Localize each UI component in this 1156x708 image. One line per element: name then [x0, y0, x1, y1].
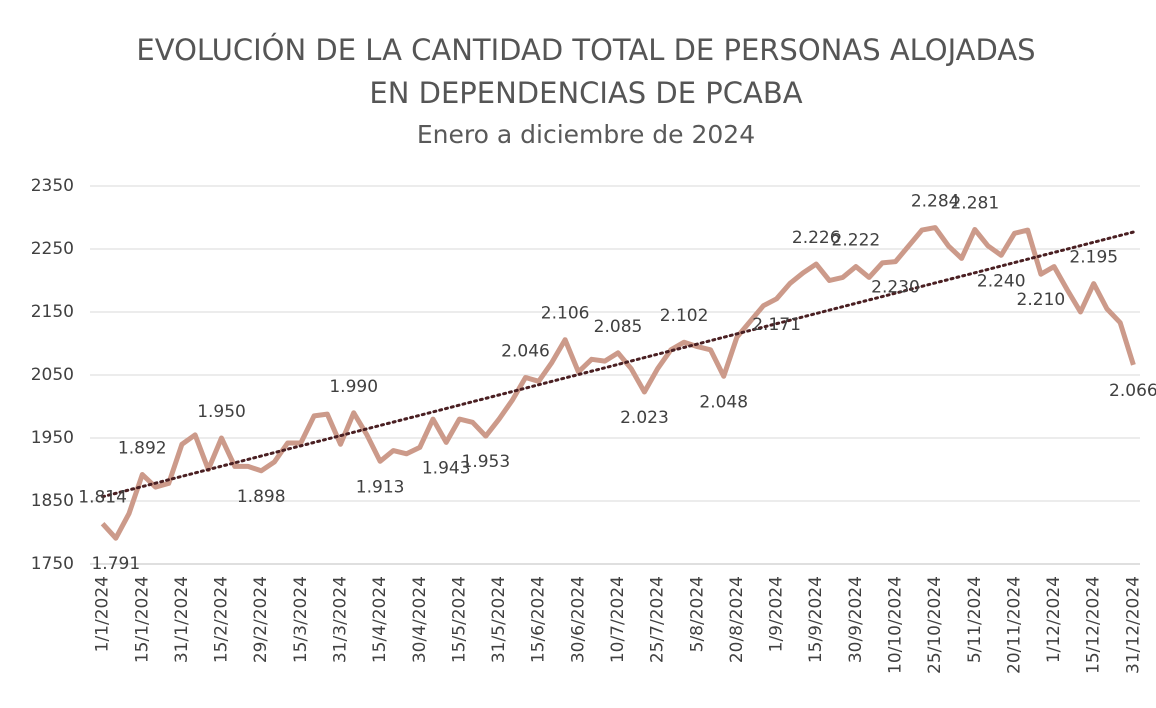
y-tick-label: 2050: [31, 365, 74, 385]
x-tick-label: 15/2/2024: [212, 576, 232, 663]
x-tick-label: 31/12/2024: [1123, 576, 1143, 674]
data-label: 2.023: [620, 408, 669, 428]
x-tick-label: 25/7/2024: [648, 576, 668, 663]
data-label: 2.226: [792, 228, 841, 248]
x-tick-label: 15/3/2024: [291, 576, 311, 663]
x-tick-label: 10/7/2024: [608, 576, 628, 663]
x-tick-label: 29/2/2024: [251, 576, 271, 663]
x-tick-label: 25/10/2024: [925, 576, 945, 674]
data-label: 1.913: [356, 477, 405, 497]
x-tick-label: 31/1/2024: [172, 576, 192, 663]
x-tick-label: 1/9/2024: [767, 576, 787, 652]
x-tick-label: 30/6/2024: [568, 576, 588, 663]
data-label: 2.222: [832, 231, 881, 251]
x-tick-label: 30/9/2024: [846, 576, 866, 663]
trendline: [101, 230, 1135, 499]
data-label: 1.791: [91, 554, 140, 574]
data-label: 2.195: [1069, 248, 1118, 268]
y-tick-label: 1750: [31, 554, 74, 574]
data-label: 2.046: [501, 342, 550, 362]
x-tick-label: 30/4/2024: [410, 576, 430, 663]
y-tick-label: 2350: [31, 176, 74, 196]
x-tick-label: 1/12/2024: [1044, 576, 1064, 663]
x-tick-label: 15/4/2024: [370, 576, 390, 663]
y-tick-label: 1950: [31, 428, 74, 448]
x-tick-label: 10/10/2024: [886, 576, 906, 674]
data-label: 2.210: [1017, 290, 1066, 310]
x-tick-label: 1/1/2024: [93, 576, 113, 652]
y-tick-label: 2150: [31, 302, 74, 322]
data-label: 2.106: [541, 304, 590, 324]
data-label: 2.085: [594, 317, 643, 337]
chart-title: EN DEPENDENCIAS DE PCABA: [369, 76, 802, 110]
data-label: 1.953: [462, 452, 511, 472]
data-label: 1.814: [78, 488, 127, 508]
x-tick-label: 5/8/2024: [687, 576, 707, 652]
x-tick-label: 15/9/2024: [806, 576, 826, 663]
x-tick-label: 20/8/2024: [727, 576, 747, 663]
chart-title: EVOLUCIÓN DE LA CANTIDAD TOTAL DE PERSON…: [136, 33, 1035, 67]
data-label: 1.943: [422, 458, 471, 478]
data-label: 1.892: [118, 439, 167, 459]
x-tick-label: 15/12/2024: [1084, 576, 1104, 674]
data-label: 2.066: [1109, 381, 1156, 401]
data-label: 2.171: [752, 315, 801, 335]
data-label: 1.898: [237, 487, 286, 507]
y-tick-label: 2250: [31, 239, 74, 259]
data-label: 2.230: [871, 278, 920, 298]
x-tick-label: 31/5/2024: [489, 576, 509, 663]
data-label: 1.950: [197, 402, 246, 422]
x-tick-label: 20/11/2024: [1004, 576, 1024, 674]
x-tick-label: 15/5/2024: [449, 576, 469, 663]
data-label: 2.048: [699, 392, 748, 412]
data-label: 1.990: [329, 377, 378, 397]
data-label: 2.240: [977, 271, 1026, 291]
data-label: 2.102: [660, 306, 709, 326]
data-label: 2.284: [911, 192, 960, 212]
y-tick-label: 1850: [31, 491, 74, 511]
x-tick-label: 15/6/2024: [529, 576, 549, 663]
x-tick-label: 5/11/2024: [965, 576, 985, 663]
data-label: 2.281: [950, 193, 999, 213]
x-tick-label: 15/1/2024: [132, 576, 152, 663]
data-line: [100, 225, 1136, 541]
chart-subtitle: Enero a diciembre de 2024: [417, 120, 755, 149]
x-tick-label: 31/3/2024: [330, 576, 350, 663]
